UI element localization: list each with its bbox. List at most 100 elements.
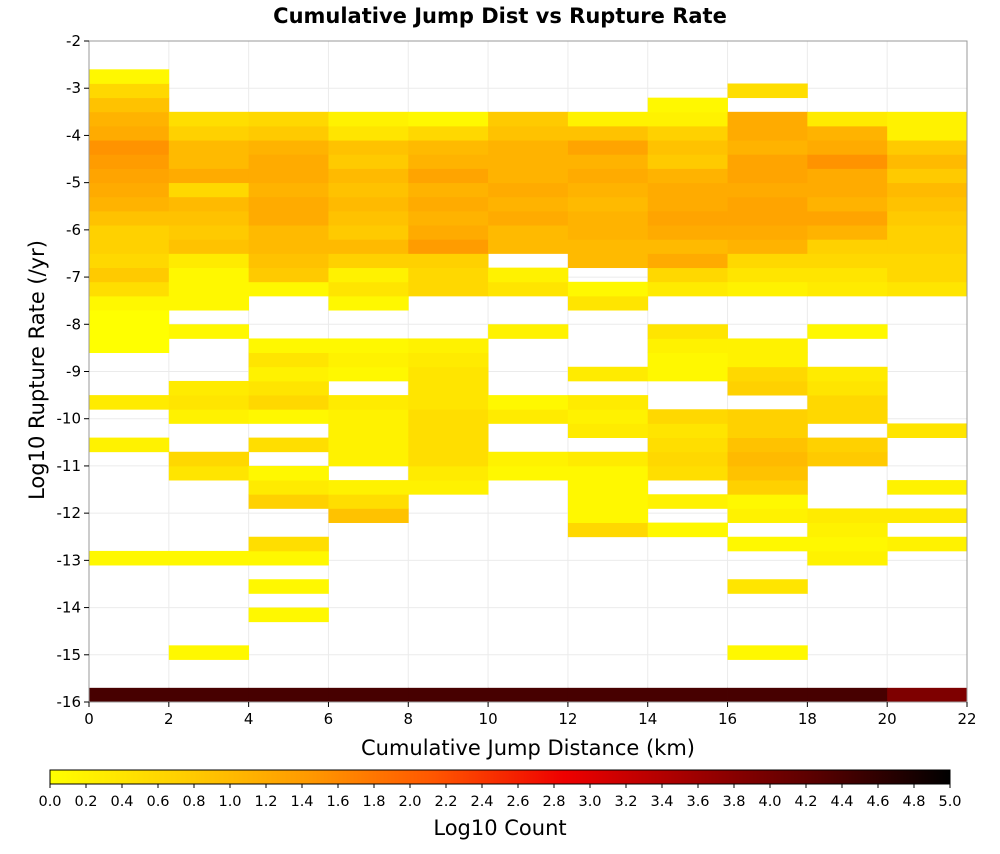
heatmap-cell (89, 324, 170, 339)
heatmap-cell (887, 182, 968, 198)
heatmap-cell (488, 409, 569, 424)
heatmap-cell (248, 239, 329, 254)
heatmap-cell (408, 366, 489, 382)
heatmap-cell (807, 196, 888, 212)
colorbar-tick-label: 4.2 (794, 794, 817, 810)
heatmap-cell (807, 522, 888, 538)
heatmap-cell (488, 225, 569, 240)
heatmap-cell (168, 239, 250, 254)
heatmap-cell (567, 140, 649, 155)
heatmap-cell (408, 338, 489, 354)
y-tick-label: -7 (66, 268, 81, 286)
x-tick-label: 18 (798, 710, 817, 728)
heatmap-cell (567, 225, 649, 240)
heatmap-cell (248, 338, 329, 354)
heatmap-cell (328, 154, 409, 169)
heatmap-cell (248, 111, 329, 127)
heatmap-cell (328, 451, 409, 467)
heatmap-cell (328, 508, 409, 523)
heatmap-cell (647, 253, 728, 269)
heatmap-cell (647, 225, 728, 240)
heatmap-cell (168, 210, 250, 226)
heatmap-cell (488, 267, 569, 283)
heatmap-cell (248, 154, 329, 169)
heatmap-cell (168, 465, 250, 481)
heatmap-cell (807, 550, 888, 566)
x-tick-label: 10 (479, 710, 498, 728)
heatmap-cell (887, 196, 968, 212)
heatmap-cell (727, 380, 808, 396)
heatmap-cell (328, 281, 409, 297)
colorbar-ticks: 0.0 0.2 0.4 0.6 0.8 1.0 1.2 1.4 1.6 1.8 2.0 2.2 2.4 2… (38, 784, 962, 810)
heatmap-cell (727, 111, 808, 127)
heatmap-cell (408, 239, 489, 254)
heatmap-cell (727, 338, 808, 354)
heatmap-cell (328, 409, 409, 424)
heatmap-cell (727, 579, 808, 594)
heatmap-cell (408, 267, 489, 283)
heatmap-cell (248, 140, 329, 155)
heatmap-cell (328, 687, 409, 703)
heatmap-cell (408, 154, 489, 169)
heatmap-cell (887, 210, 968, 226)
heatmap-cell (727, 645, 808, 660)
heatmap-cell (567, 480, 649, 495)
heatmap-cell (408, 253, 489, 269)
heatmap-cell (89, 267, 170, 283)
heatmap-cell (168, 451, 250, 467)
heatmap-cell (248, 182, 329, 198)
heatmap-cell (887, 281, 968, 297)
heatmap-cell (567, 210, 649, 226)
heatmap-cell (647, 168, 728, 184)
heatmap-cell (248, 352, 329, 368)
heatmap-cell (488, 465, 569, 481)
y-axis-ticks: -2 -3 -4 -5 -6 -7 -8 -9 -10 -11 -12 -13 -14 -15 -16 (57, 32, 89, 711)
heatmap-cell (488, 140, 569, 155)
heatmap-cell (727, 451, 808, 467)
heatmap-cell (567, 687, 649, 703)
heatmap-cell (647, 494, 728, 509)
heatmap-cell (488, 451, 569, 467)
heatmap-cell (727, 409, 808, 424)
heatmap-cell (89, 225, 170, 240)
x-tick-label: 16 (718, 710, 737, 728)
heatmap-cell (807, 324, 888, 339)
colorbar-tick-label: 0.4 (110, 794, 133, 810)
heatmap-cell (727, 536, 808, 552)
heatmap-cell (727, 687, 808, 703)
heatmap-cell (328, 295, 409, 311)
heatmap-cell (647, 423, 728, 438)
x-tick-label: 4 (244, 710, 254, 728)
heatmap-cell (807, 168, 888, 184)
heatmap-cell (647, 281, 728, 297)
heatmap-cell (727, 154, 808, 169)
heatmap-cell (408, 281, 489, 297)
heatmap-cell (248, 465, 329, 481)
heatmap-cell (328, 366, 409, 382)
y-tick-label: -15 (57, 646, 82, 664)
colorbar-tick-label: 5.0 (938, 794, 961, 810)
colorbar-tick-label: 4.0 (758, 794, 781, 810)
heatmap-cell (89, 437, 170, 453)
heatmap-cell (328, 239, 409, 254)
colorbar-tick-label: 3.4 (650, 794, 673, 810)
heatmap-cell (647, 239, 728, 254)
x-tick-label: 12 (558, 710, 577, 728)
colorbar-tick-label: 4.8 (902, 794, 925, 810)
heatmap-cell (328, 395, 409, 410)
heatmap-cells (89, 69, 968, 703)
heatmap-cell (887, 125, 968, 141)
heatmap-cell (727, 508, 808, 523)
heatmap-cell (727, 239, 808, 254)
y-tick-label: -16 (57, 693, 82, 711)
heatmap-cell (887, 140, 968, 155)
heatmap-cell (567, 154, 649, 169)
colorbar-tick-label: 0.2 (74, 794, 97, 810)
colorbar-tick-label: 2.0 (398, 794, 421, 810)
heatmap-cell (567, 253, 649, 269)
heatmap-cell (89, 154, 170, 169)
heatmap-cell (89, 69, 170, 84)
heatmap-cell (89, 395, 170, 410)
heatmap-cell (328, 111, 409, 127)
heatmap-cell (887, 168, 968, 184)
